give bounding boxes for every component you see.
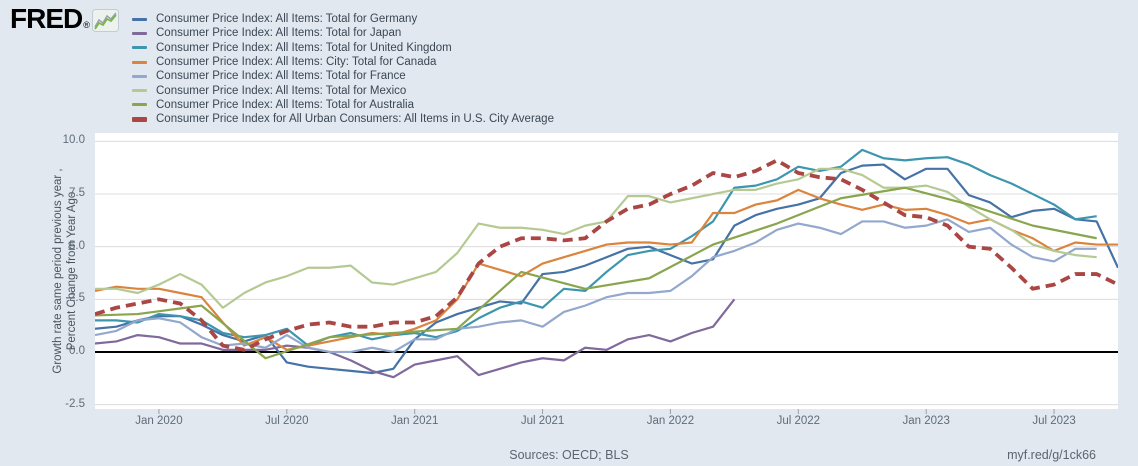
france-line-swatch	[132, 74, 147, 78]
legend-label: Consumer Price Index: All Items: City: T…	[156, 56, 437, 69]
y-tick-label: -2.5	[65, 397, 85, 410]
y-tick-label: 0.0	[69, 344, 85, 357]
mexico-line-swatch	[132, 89, 147, 93]
chart-legend: Consumer Price Index: All Items: Total f…	[132, 12, 554, 126]
registered-mark: ®	[83, 20, 90, 30]
legend-item-canada[interactable]: Consumer Price Index: All Items: City: T…	[132, 55, 554, 69]
x-tick-label: Jul 2021	[520, 415, 565, 427]
legend-item-mexico[interactable]: Consumer Price Index: All Items: Total f…	[132, 83, 554, 97]
y-tick-label: 5.0	[69, 239, 85, 252]
legend-item-australia[interactable]: Consumer Price Index: All Items: Total f…	[132, 98, 554, 112]
canada-line-swatch	[132, 60, 147, 64]
japan-line-swatch	[132, 31, 147, 35]
legend-item-japan[interactable]: Consumer Price Index: All Items: Total f…	[132, 26, 554, 40]
legend-label: Consumer Price Index: All Items: Total f…	[156, 84, 407, 97]
legend-item-us-city-average[interactable]: Consumer Price Index for All Urban Consu…	[132, 112, 554, 126]
fred-logo[interactable]: FRED ®	[10, 3, 119, 34]
legend-label: Consumer Price Index: All Items: Total f…	[156, 27, 402, 40]
legend-label: Consumer Price Index: All Items: Total f…	[156, 41, 452, 54]
sources-text: Sources: OECD; BLS	[509, 448, 629, 462]
legend-item-france[interactable]: Consumer Price Index: All Items: Total f…	[132, 69, 554, 83]
uk-line-swatch	[132, 46, 147, 50]
germany-line-swatch	[132, 17, 147, 21]
y-tick-label: 10.0	[62, 134, 85, 147]
legend-label: Consumer Price Index: All Items: Total f…	[156, 70, 406, 83]
y-axis-title: Growth rate same period previous year , …	[52, 168, 78, 374]
legend-label: Consumer Price Index: All Items: Total f…	[156, 98, 415, 111]
legend-label: Consumer Price Index for All Urban Consu…	[156, 113, 554, 126]
legend-item-united-kingdom[interactable]: Consumer Price Index: All Items: Total f…	[132, 41, 554, 55]
y-tick-label: 2.5	[69, 292, 85, 305]
x-tick-label: Jan 2022	[646, 415, 695, 427]
x-tick-label: Jan 2021	[391, 415, 439, 427]
shortlink[interactable]: myf.red/g/1ck66	[1007, 448, 1096, 462]
fred-sparkline-icon	[91, 9, 119, 32]
x-tick-label: Jul 2020	[265, 415, 309, 427]
legend-item-germany[interactable]: Consumer Price Index: All Items: Total f…	[132, 12, 554, 26]
x-tick-label: Jan 2020	[135, 415, 183, 427]
x-tick-label: Jul 2022	[776, 415, 821, 427]
y-tick-label: 7.5	[69, 187, 85, 200]
us-line-swatch	[132, 116, 147, 122]
fred-logo-text: FRED	[10, 3, 83, 34]
x-tick-label: Jul 2023	[1032, 415, 1076, 427]
australia-line-swatch	[132, 103, 147, 107]
x-tick-label: Jan 2023	[902, 415, 950, 427]
legend-label: Consumer Price Index: All Items: Total f…	[156, 13, 418, 26]
